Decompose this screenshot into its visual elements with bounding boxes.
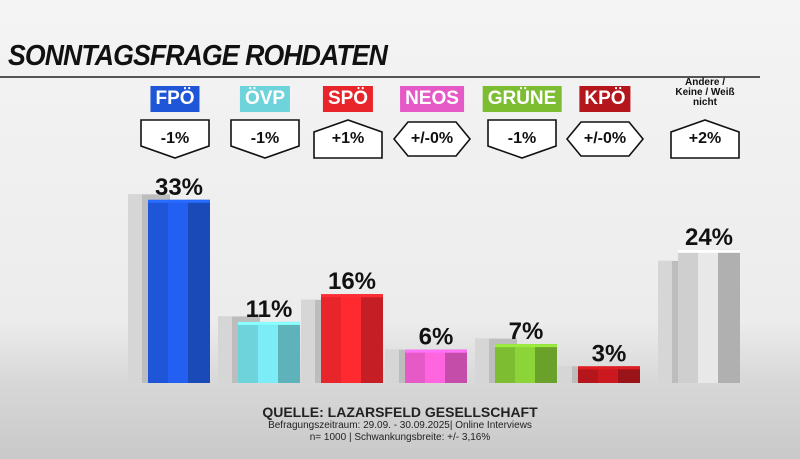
- value-label: 33%: [155, 174, 203, 201]
- change-badge: -1%: [225, 118, 305, 160]
- bar-top: [238, 321, 300, 325]
- bar-shade: [535, 344, 557, 383]
- bar-3: [321, 294, 383, 383]
- previous-bar-side: [558, 366, 572, 383]
- bar-highlight: [258, 321, 278, 383]
- bar-shade: [445, 349, 467, 383]
- bar-highlight: [698, 249, 718, 383]
- previous-bar-side: [385, 349, 399, 383]
- value-label: 24%: [685, 224, 733, 251]
- bar-6: [578, 366, 640, 383]
- previous-bar-side: [475, 338, 489, 383]
- bar-top: [678, 249, 740, 253]
- party-label: SPÖ: [322, 86, 374, 112]
- value-label: 6%: [419, 324, 454, 351]
- party-label: ÖVP: [239, 86, 291, 112]
- sample-info: n= 1000 | Schwankungsbreite: +/- 3,16%: [309, 432, 491, 443]
- change-value: +/-0%: [410, 130, 454, 147]
- bar-4: [405, 349, 467, 383]
- bar-highlight: [515, 344, 535, 383]
- change-value: -1%: [250, 130, 280, 147]
- survey-period: Befragungszeitraum: 29.09. - 30.09.2025|…: [268, 420, 532, 431]
- source-block: QUELLE: LAZARSFELD GESELLSCHAFT Befragun…: [0, 404, 800, 444]
- party-label: KPÖ: [579, 86, 631, 112]
- previous-bar-side: [301, 299, 315, 383]
- bar-highlight: [168, 199, 188, 383]
- change-down-shape: [487, 119, 557, 159]
- party-label: GRÜNE: [482, 86, 562, 112]
- change-up-shape: [670, 119, 740, 159]
- value-label: 7%: [509, 318, 544, 345]
- value-label: 11%: [246, 296, 293, 323]
- party-label: Andere / Keine / Weiß nicht: [675, 77, 735, 108]
- bar-2: [238, 321, 300, 383]
- change-badge: +2%: [665, 118, 745, 160]
- bar-top: [495, 344, 557, 348]
- change-down-shape: [230, 119, 300, 159]
- bar-shade: [278, 321, 300, 383]
- bar-top: [148, 199, 210, 203]
- change-value: +2%: [688, 130, 722, 147]
- change-badge: -1%: [482, 118, 562, 160]
- change-value: +1%: [331, 130, 365, 147]
- bar-top: [405, 349, 467, 353]
- change-badge: +/-0%: [565, 118, 645, 160]
- change-badge: +1%: [308, 118, 388, 160]
- value-label: 3%: [592, 340, 627, 367]
- bar-shade: [188, 199, 210, 383]
- bar-shade: [618, 366, 640, 383]
- change-flat-shape: [565, 121, 645, 157]
- previous-bar-side: [218, 316, 232, 383]
- change-badge: -1%: [135, 118, 215, 160]
- bar-7: [678, 249, 740, 383]
- bar-top: [578, 366, 640, 370]
- bar-top: [321, 294, 383, 298]
- bar-shade: [718, 249, 740, 383]
- change-value: -1%: [160, 130, 190, 147]
- bar-highlight: [425, 349, 445, 383]
- chart-title: SONNTAGSFRAGE ROHDATEN: [8, 40, 388, 72]
- bar-shade: [361, 294, 383, 383]
- bar-1: [148, 199, 210, 383]
- party-label: NEOS: [400, 86, 464, 112]
- change-up-shape: [313, 119, 383, 159]
- bar-5: [495, 344, 557, 383]
- bar-chart: 33% 11% 16% 6% 7% 3% 24%: [128, 174, 740, 383]
- title-divider: [0, 76, 760, 78]
- change-down-shape: [140, 119, 210, 159]
- source-title: QUELLE: LAZARSFELD GESELLSCHAFT: [262, 404, 538, 420]
- change-flat-shape: [392, 121, 472, 157]
- bar-highlight: [341, 294, 361, 383]
- previous-bar-side: [128, 194, 142, 383]
- change-badge: +/-0%: [392, 118, 472, 160]
- bar-highlight: [598, 366, 618, 383]
- value-label: 16%: [328, 268, 376, 295]
- change-value: -1%: [507, 130, 537, 147]
- party-label: FPÖ: [150, 86, 200, 112]
- change-value: +/-0%: [583, 130, 627, 147]
- previous-bar-side: [658, 260, 672, 383]
